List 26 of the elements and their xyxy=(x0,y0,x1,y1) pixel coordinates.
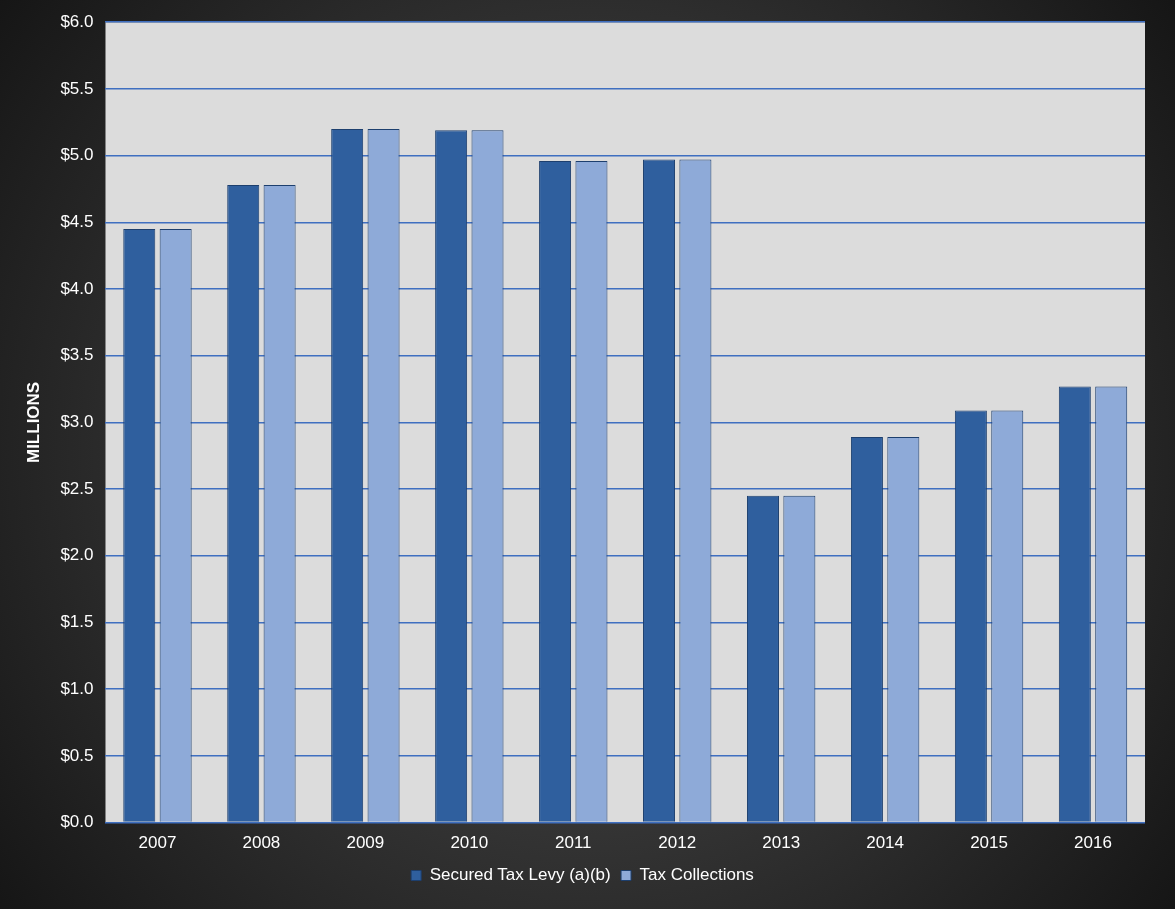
y-tick-label: $3.0 xyxy=(60,412,94,432)
y-tick-label: $2.0 xyxy=(60,545,94,565)
legend-label: Tax Collections xyxy=(639,865,754,885)
x-tick-label: 2015 xyxy=(970,833,1008,853)
x-tick-label: 2010 xyxy=(450,833,489,853)
y-tick-label: $2.5 xyxy=(60,478,94,498)
y-tick-label: $1.5 xyxy=(60,612,94,632)
y-tick-label: $4.0 xyxy=(60,278,94,298)
y-tick-label: $3.5 xyxy=(60,345,94,365)
x-tick-label: 2008 xyxy=(242,833,281,853)
x-tick-label: 2016 xyxy=(1074,833,1112,853)
y-tick-label: $5.5 xyxy=(60,78,94,98)
legend-label: Secured Tax Levy (a)(b) xyxy=(429,865,611,885)
x-tick-label: 2014 xyxy=(866,833,905,853)
y-tick-label: $0.0 xyxy=(60,812,94,832)
x-tick-label: 2012 xyxy=(658,833,697,853)
y-tick-label: $6.0 xyxy=(60,11,94,31)
y-tick-label: $4.5 xyxy=(60,211,94,231)
y-tick-label: $0.5 xyxy=(60,745,94,765)
y-tick-label: $1.0 xyxy=(60,678,94,698)
x-tick-label: 2007 xyxy=(138,833,177,853)
y-axis-title: MILLIONS xyxy=(23,381,43,464)
x-tick-label: 2009 xyxy=(346,833,385,853)
x-tick-label: 2013 xyxy=(762,833,801,853)
y-tick-label: $5.0 xyxy=(60,145,94,165)
x-tick-label: 2011 xyxy=(554,833,592,853)
